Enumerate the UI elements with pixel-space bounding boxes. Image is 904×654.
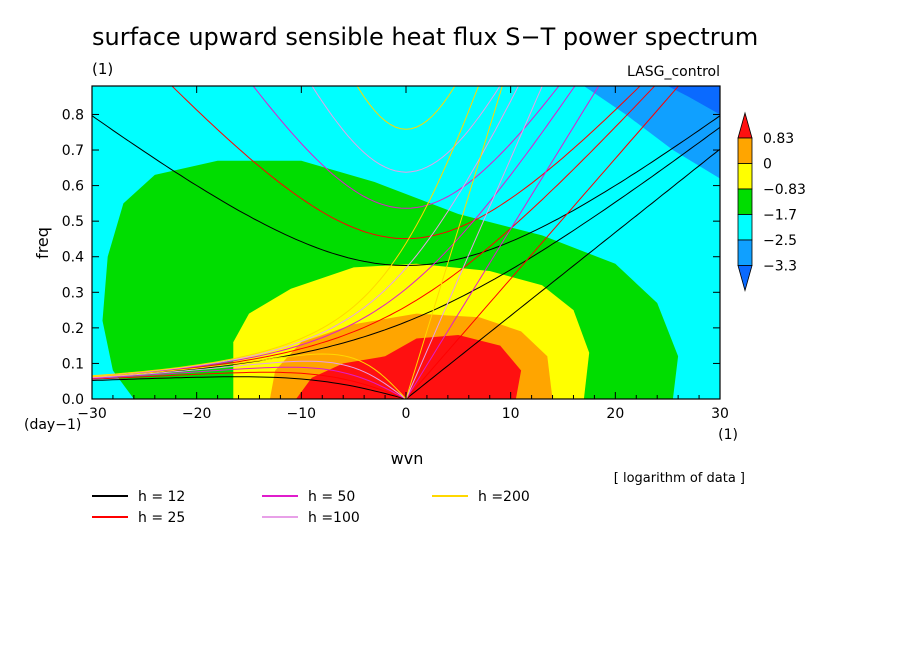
dispersion-curve-h25-mrg	[92, 86, 656, 378]
colorbar-segment	[737, 137, 753, 164]
colorbar-label: −2.5	[763, 233, 797, 249]
shade-band-darkblue	[636, 86, 720, 115]
dispersion-curve-h25-kelvin	[405, 86, 680, 399]
run-label: LASG_control	[627, 64, 720, 80]
y-tick-label: 0.5	[62, 214, 84, 230]
y-unit-label: (day−1)	[24, 417, 81, 433]
colorbar-label: 0.83	[763, 131, 794, 147]
colorbar-segment	[737, 265, 753, 292]
colorbar-segment	[737, 188, 753, 215]
dispersion-curve-h50-mrg	[92, 86, 576, 377]
y-tick-label: 0.7	[62, 143, 84, 159]
colorbar-label: −0.83	[763, 182, 806, 198]
y-tick-label: 0.8	[62, 107, 84, 123]
legend: h = 12 h = 25 h = 50 h =100 h =200	[92, 489, 530, 526]
colorbar-segment	[737, 163, 753, 190]
legend-label: h = 12	[138, 489, 185, 505]
y-tick-label: 0.6	[62, 179, 84, 195]
dispersion-curve-h100-mrg	[92, 86, 519, 377]
dispersion-curve-h100-kelvin	[405, 86, 543, 399]
shade-band-red	[296, 335, 522, 399]
y-axis-label: freq	[33, 227, 52, 259]
legend-label: h =100	[308, 510, 360, 526]
dispersion-curve-h12-kelvin	[405, 148, 720, 399]
note-label: [ logarithm of data ]	[614, 471, 745, 486]
x-tick-label: 20	[606, 406, 624, 422]
dispersion-curve-h200-mrg	[92, 86, 480, 377]
y-axis: 0.0 0.1 0.2 0.3 0.4 0.5 0.6 0.7 0.8	[62, 107, 720, 408]
x-tick-label: 10	[502, 406, 520, 422]
colorbar-label: 0	[763, 157, 772, 173]
colorbar-segment	[737, 239, 753, 266]
x-tick-label: −30	[77, 406, 107, 422]
dispersion-curve-h50-ig	[252, 86, 560, 209]
x-tick-label: −20	[182, 406, 212, 422]
dispersion-curve-h50-kelvin	[405, 86, 600, 399]
dispersion-curve-h25-rossby	[92, 371, 407, 399]
dispersion-curve-h12-mrg	[92, 126, 720, 378]
colorbar-segment	[737, 214, 753, 241]
legend-label: h =200	[478, 489, 530, 505]
x-unit-label: (1)	[718, 427, 738, 443]
colorbar-segment	[737, 111, 753, 139]
dispersion-curve-h12-ig	[92, 115, 720, 267]
dispersion-curve-h50-rossby	[92, 366, 407, 399]
dispersion-curve-h200-ig	[356, 86, 456, 130]
shade-band-blue	[332, 86, 720, 179]
x-axis: −30 −20 −10 0 10 20 30	[77, 86, 729, 422]
x-axis-label: wvn	[391, 449, 424, 468]
dispersion-curve-h100-ig	[311, 86, 501, 173]
colorbar-label: −1.7	[763, 208, 797, 224]
x-tick-label: −10	[287, 406, 317, 422]
y-tick-label: 0.2	[62, 321, 84, 337]
dispersion-curve-h25-ig	[171, 86, 641, 240]
legend-label: h = 50	[308, 489, 355, 505]
units-label: (1)	[92, 60, 113, 78]
y-tick-label: 0.1	[62, 356, 84, 372]
colorbar-label: −3.3	[763, 259, 797, 275]
dispersion-curve-h12-rossby	[92, 376, 407, 399]
dispersion-curve-h200-kelvin	[405, 86, 503, 399]
chart-title: surface upward sensible heat flux S−T po…	[92, 23, 758, 51]
x-tick-label: 30	[711, 406, 729, 422]
power-spectrum-field	[92, 86, 720, 399]
legend-label: h = 25	[138, 510, 185, 526]
y-tick-label: 0.0	[62, 392, 84, 408]
y-tick-label: 0.3	[62, 285, 84, 301]
x-tick-label: 0	[402, 406, 411, 422]
dispersion-curve-h100-rossby	[92, 360, 407, 399]
y-tick-label: 0.4	[62, 250, 84, 266]
colorbar: 0.83 0 −0.83 −1.7 −2.5 −3.3	[737, 111, 806, 292]
dispersion-curve-h200-rossby	[92, 353, 407, 399]
dispersion-curves	[92, 86, 720, 399]
